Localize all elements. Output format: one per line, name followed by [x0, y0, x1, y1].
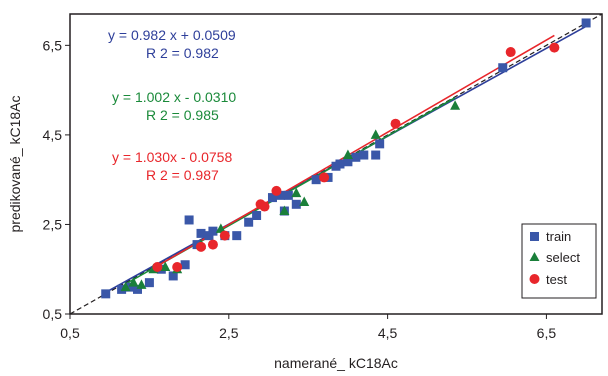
point-train [581, 18, 591, 28]
point-test [549, 42, 560, 53]
legend: train select test [521, 223, 597, 299]
point-train [132, 284, 142, 294]
legend-label-train: train [546, 229, 571, 244]
point-train [335, 159, 345, 169]
r-squared-test: R 2 = 0.987 [146, 167, 219, 183]
point-train [283, 190, 293, 200]
point-test [152, 261, 163, 272]
point-select [120, 281, 131, 292]
point-train [101, 289, 111, 299]
x-tick-label: 4,5 [378, 325, 398, 341]
point-select [128, 277, 139, 287]
legend-marker-select [529, 252, 540, 261]
point-train [375, 139, 385, 149]
point-train [244, 217, 254, 227]
point-select [291, 187, 302, 198]
point-test [259, 201, 270, 212]
x-tick-label: 2,5 [219, 325, 239, 341]
point-train [184, 215, 194, 225]
point-select [370, 129, 381, 139]
point-train [498, 63, 508, 73]
r-squared-train: R 2 = 0.982 [146, 45, 219, 61]
point-test [271, 185, 282, 196]
legend-marker-train [530, 232, 539, 241]
point-train [180, 260, 190, 270]
point-train [351, 152, 361, 162]
point-train [267, 193, 277, 203]
point-test [505, 47, 516, 58]
axis-ticks: 0,5 2,5 4,5 6,5 0,5 2,5 4,5 6,5 [43, 37, 557, 341]
point-test [319, 172, 330, 183]
fit-line-test [156, 34, 555, 267]
y-axis-title: predikované_ kC18Ac [7, 96, 23, 233]
point-train [168, 271, 178, 281]
equation-train: y = 0.982 x + 0.0509 [108, 27, 236, 43]
point-train [359, 150, 369, 160]
point-select [342, 149, 353, 160]
x-tick-label: 0,5 [60, 325, 80, 341]
data-points [101, 18, 591, 299]
equation-select: y = 1.002 x - 0.0310 [112, 89, 236, 105]
point-train [208, 226, 218, 236]
point-train [291, 199, 301, 209]
point-test [207, 239, 218, 250]
point-select [136, 279, 147, 289]
point-test [172, 261, 183, 272]
y-tick-label: 6,5 [43, 37, 63, 53]
point-select [450, 100, 461, 110]
equations: y = 0.982 x + 0.0509 R 2 = 0.982 y = 1.002… [108, 27, 236, 183]
point-train [232, 231, 242, 241]
point-select [279, 205, 290, 216]
point-train [125, 282, 135, 292]
point-train [144, 278, 154, 288]
legend-marker-test [529, 274, 540, 284]
equation-test: y = 1.030x - 0.0758 [112, 149, 232, 165]
point-train [371, 150, 381, 160]
y-tick-label: 0,5 [43, 306, 63, 322]
point-train [196, 228, 206, 238]
y-tick-label: 4,5 [43, 127, 63, 143]
point-train [252, 210, 262, 220]
point-test [390, 118, 401, 129]
point-train [343, 157, 353, 167]
point-train [311, 175, 321, 185]
y-tick-label: 2,5 [43, 216, 63, 232]
x-axis-title: namerané_ kC18Ac [274, 355, 398, 371]
point-test [196, 241, 207, 252]
point-test [219, 230, 230, 241]
legend-label-test: test [546, 272, 567, 287]
legend-label-select: select [546, 250, 580, 265]
point-select [299, 196, 310, 207]
x-tick-label: 6,5 [537, 325, 557, 341]
r-squared-select: R 2 = 0.985 [146, 107, 219, 123]
point-train [275, 190, 285, 200]
point-select [160, 261, 171, 271]
point-select [215, 223, 226, 233]
